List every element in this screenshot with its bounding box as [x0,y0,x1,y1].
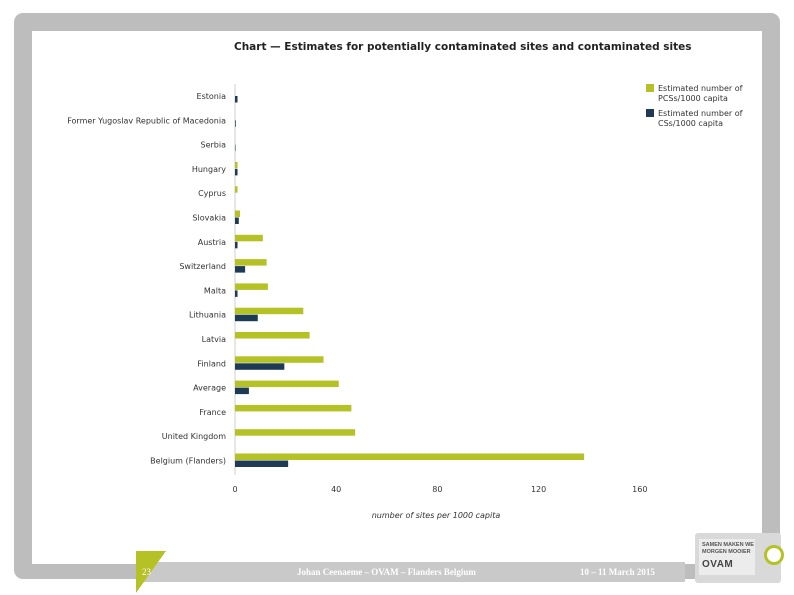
cs-bar [235,120,236,127]
cs-bar [235,314,258,322]
logo-panel: SAMEN MAKEN WE MORGEN MOOIER OVAM [699,539,755,575]
category-label: Serbia [201,141,227,150]
x-tick-label: 0 [232,485,237,494]
x-tick-label: 80 [432,485,442,494]
pcs-bar [235,429,356,436]
cs-bar [235,241,238,249]
pcs-bar [235,380,339,388]
category-label: Lithuania [189,311,226,320]
pcs-bar [235,161,238,169]
category-label: Switzerland [179,262,226,271]
x-axis-label: number of sites per 1000 capita [372,511,501,520]
category-label: Austria [198,238,226,247]
category-label: Average [193,384,226,393]
cs-bar [235,144,236,152]
pcs-bar [235,259,267,266]
category-label: Malta [204,286,226,295]
pcs-bar [235,307,304,315]
pcs-bar [235,283,268,290]
cs-bar [235,217,239,224]
category-label: France [199,408,226,417]
legend-label: PCSs/1000 capita [658,94,728,103]
pcs-bar [235,332,310,339]
chart-title: Chart — Estimates for potentially contam… [234,41,692,53]
category-label: Belgium (Flanders) [150,457,226,466]
category-label: Latvia [202,335,226,344]
category-label: United Kingdom [162,432,226,441]
category-label: Former Yugoslav Republic of Macedonia [67,116,226,125]
footer-bar [136,562,685,582]
page-number: 23 [142,567,151,577]
presenter-text: Johan Ceenaeme – OVAM – Flanders Belgium [297,567,476,577]
x-tick-label: 40 [331,485,341,494]
chart-panel [32,31,762,564]
date-text: 10 – 11 March 2015 [580,567,655,577]
pcs-bar [235,453,585,460]
cs-bar [235,266,246,273]
legend-swatch-pcs [646,84,654,92]
legend-label: CSs/1000 capita [658,119,723,128]
x-tick-label: 120 [531,485,546,494]
legend-label: Estimated number of [658,84,743,93]
category-label: Slovakia [192,214,226,223]
cs-bar [235,290,238,297]
cs-bar [235,168,238,176]
category-label: Cyprus [198,189,226,198]
pcs-bar [235,404,352,412]
category-label: Hungary [192,165,226,174]
tag-ring-icon [764,545,784,565]
cs-bar [235,96,238,103]
category-label: Finland [197,359,226,368]
logo-line-1: SAMEN MAKEN WE [702,542,754,548]
cs-bar [235,387,249,395]
cs-bar [235,460,289,467]
pcs-bar [235,210,241,217]
logo-brand: OVAM [702,559,734,570]
x-tick-label: 160 [632,485,647,494]
pcs-bar [235,234,263,242]
page-number-tab [136,551,166,593]
legend-label: Estimated number of [658,109,743,118]
logo-line-2: MORGEN MOOIER [702,548,751,555]
pcs-bar [235,186,238,193]
legend-swatch-cs [646,109,654,117]
cs-bar [235,363,285,370]
category-label: Estonia [197,92,227,101]
pcs-bar [235,356,324,363]
